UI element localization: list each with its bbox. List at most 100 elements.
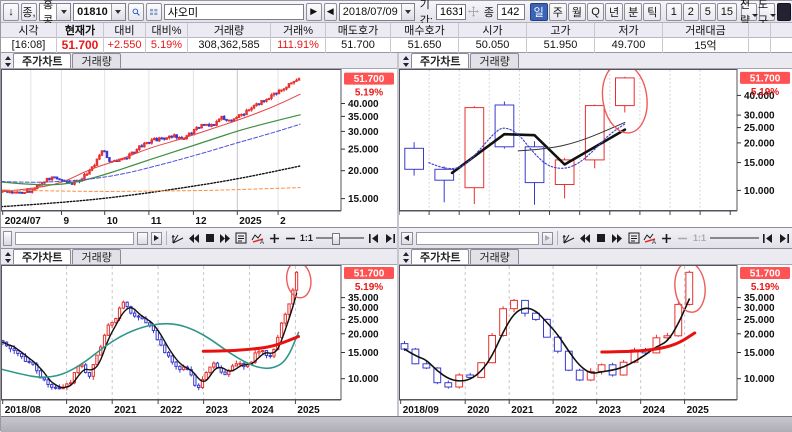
zoom-slider[interactable] (316, 232, 365, 245)
chevron-down-icon[interactable] (400, 3, 414, 20)
stop-button[interactable] (203, 231, 216, 246)
ratio-1-1-button[interactable]: 1:1 (693, 233, 707, 243)
go-last-button[interactable] (383, 231, 396, 246)
fast-forward-button[interactable] (611, 231, 624, 246)
panel-resize-icon[interactable] (400, 250, 411, 264)
info-col-시가: 시가 50.050 (459, 23, 527, 53)
info-col-value: 51.700 (57, 38, 103, 53)
info-col-empty (771, 23, 792, 53)
minute-1-button[interactable]: 1 (665, 2, 682, 21)
chevron-down-icon[interactable] (56, 3, 71, 20)
search-button[interactable] (127, 2, 144, 21)
chevron-down-icon[interactable] (110, 3, 125, 20)
svg-text:10.000: 10.000 (348, 374, 379, 385)
scrollbar-track[interactable] (415, 231, 539, 245)
auto-scroll-button[interactable] (171, 231, 184, 246)
period-주-button[interactable]: 주 (548, 2, 567, 21)
stock-name-input[interactable] (163, 3, 304, 20)
svg-text:25.000: 25.000 (744, 123, 775, 134)
tab-volume[interactable]: 거래량 (470, 53, 519, 68)
svg-text:12: 12 (195, 216, 207, 227)
tab-price-chart[interactable]: 주가차트 (13, 53, 72, 68)
ratio-1-1-button[interactable]: 1:1 (299, 233, 313, 243)
chart-settings-button[interactable] (627, 231, 640, 246)
info-col-label: 거래량 (188, 23, 270, 38)
tab-price-chart[interactable]: 주가차트 (411, 53, 470, 68)
tab-price-chart[interactable]: 주가차트 (411, 249, 470, 264)
period-틱-button[interactable]: 틱 (643, 2, 662, 21)
svg-text:A: A (260, 240, 264, 244)
info-col-value (749, 38, 770, 53)
stock-code-select[interactable]: 01810 (73, 2, 126, 21)
stock-type-button[interactable]: 종, (21, 2, 37, 21)
strategy-button[interactable]: 전략 (740, 0, 759, 27)
stop-button[interactable] (595, 231, 608, 246)
panel-resize-icon[interactable] (2, 250, 13, 264)
zoom-out-button[interactable] (284, 231, 297, 246)
period-일-button[interactable]: 일 (529, 2, 548, 21)
go-last-button[interactable] (778, 231, 791, 246)
tab-volume[interactable]: 거래량 (72, 249, 121, 264)
scroll-left-button[interactable] (401, 231, 413, 245)
panel-tabbar: 주가차트 거래량 (399, 53, 792, 69)
svg-text:40.000: 40.000 (348, 99, 379, 110)
zoom-slider[interactable] (709, 232, 759, 244)
info-col-고가: 고가 51.950 (527, 23, 595, 53)
fast-forward-button[interactable] (219, 231, 232, 246)
tab-volume[interactable]: 거래량 (72, 53, 121, 68)
scroll-right-button[interactable] (150, 231, 163, 245)
auto-scroll-button[interactable] (562, 231, 575, 246)
period-Q-button[interactable]: Q (587, 2, 605, 21)
svg-text:30.000: 30.000 (348, 127, 379, 138)
tab-volume[interactable]: 거래량 (470, 249, 519, 264)
info-col-value: 51.650 (391, 38, 458, 53)
scrollbar-thumb[interactable] (3, 230, 12, 246)
period-월-button[interactable]: 월 (567, 2, 587, 21)
panel-resize-icon[interactable] (2, 54, 13, 68)
trendline-button[interactable]: A (643, 231, 657, 246)
zoom-out-button[interactable] (676, 231, 689, 246)
next-button[interactable]: ▶ (305, 2, 322, 21)
minute-15-button[interactable]: 15 (716, 2, 737, 21)
svg-text:10: 10 (107, 216, 119, 227)
count-input[interactable] (497, 3, 526, 20)
svg-text:15.000: 15.000 (744, 158, 775, 169)
corner-button[interactable] (777, 2, 791, 21)
go-first-button[interactable] (367, 231, 380, 246)
svg-text:30.000: 30.000 (744, 303, 775, 314)
chart-canvas-daily[interactable]: 40.000 35.000 30.000 25.000 20.000 15.000 51.7… (1, 69, 397, 227)
date-select[interactable]: 2018/07/09 (338, 2, 415, 21)
zoom-in-button[interactable] (660, 231, 673, 246)
zoom-in-button[interactable] (268, 231, 281, 246)
tab-price-chart[interactable]: 주가차트 (13, 249, 72, 264)
period-input[interactable] (435, 3, 466, 20)
scrollbar-track[interactable] (14, 231, 134, 245)
chart-settings-button[interactable] (235, 231, 248, 246)
tools-button[interactable]: 도구 (758, 0, 777, 27)
layout-grid-button[interactable] (145, 2, 162, 21)
info-col-value: 50.050 (459, 38, 526, 53)
slider-thumb[interactable] (332, 233, 341, 245)
panel-resize-icon[interactable] (400, 54, 411, 68)
info-col-value: [16:08] (1, 38, 56, 53)
panel-tabbar: 주가차트 거래량 (399, 249, 792, 265)
prev-button[interactable]: ◀ (323, 2, 337, 21)
rewind-button[interactable] (578, 231, 591, 246)
dock-down-button[interactable]: ↓ (3, 2, 19, 21)
scrollbar-page-button[interactable] (136, 231, 148, 245)
minute-2-button[interactable]: 2 (682, 2, 699, 21)
go-first-button[interactable] (762, 231, 775, 246)
minute-5-button[interactable]: 5 (699, 2, 716, 21)
rewind-button[interactable] (187, 231, 200, 246)
period-분-button[interactable]: 분 (624, 2, 643, 21)
trendline-button[interactable]: A (251, 231, 265, 246)
svg-text:35.000: 35.000 (744, 293, 775, 304)
scroll-right-button[interactable] (541, 231, 554, 245)
svg-text:20.000: 20.000 (348, 166, 379, 177)
period-년-button[interactable]: 년 (605, 2, 624, 21)
market-select[interactable]: 홍콩 (39, 0, 72, 27)
info-col-거래%: 거래% 111.91% (271, 23, 326, 53)
